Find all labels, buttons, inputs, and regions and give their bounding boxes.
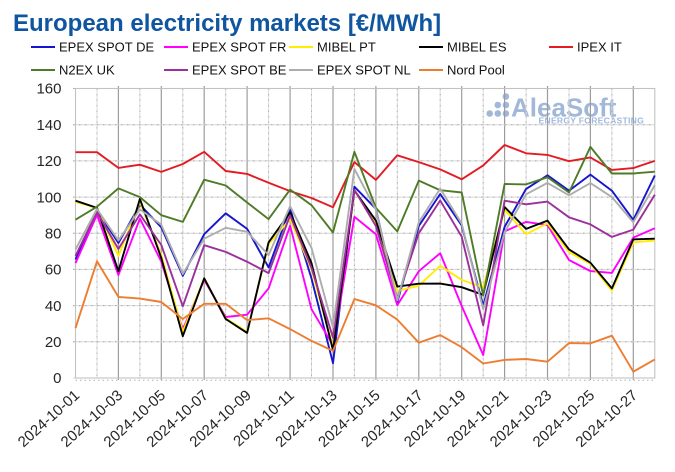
svg-text:MIBEL PT: MIBEL PT (317, 40, 376, 55)
svg-text:80: 80 (45, 225, 62, 242)
svg-text:IPEX IT: IPEX IT (577, 40, 622, 55)
svg-text:EPEX SPOT NL: EPEX SPOT NL (317, 63, 411, 78)
svg-text:EPEX SPOT FR: EPEX SPOT FR (192, 40, 286, 55)
svg-text:140: 140 (36, 117, 61, 134)
svg-text:AleaSoft: AleaSoft (511, 93, 617, 123)
svg-text:60: 60 (45, 262, 62, 279)
svg-text:N2EX UK: N2EX UK (59, 63, 115, 78)
svg-text:Nord Pool: Nord Pool (447, 63, 505, 78)
svg-text:MIBEL ES: MIBEL ES (447, 40, 507, 55)
svg-text:160: 160 (36, 81, 61, 98)
svg-text:40: 40 (45, 298, 62, 315)
svg-text:EPEX SPOT DE: EPEX SPOT DE (59, 40, 154, 55)
svg-text:120: 120 (36, 153, 61, 170)
svg-text:20: 20 (45, 334, 62, 351)
svg-text:EPEX SPOT BE: EPEX SPOT BE (192, 63, 287, 78)
svg-text:100: 100 (36, 189, 61, 206)
svg-text:ENERGY FORECASTING: ENERGY FORECASTING (539, 116, 645, 126)
svg-text:0: 0 (53, 370, 61, 387)
svg-text:European electricity markets [: European electricity markets [€/MWh] (13, 10, 441, 37)
